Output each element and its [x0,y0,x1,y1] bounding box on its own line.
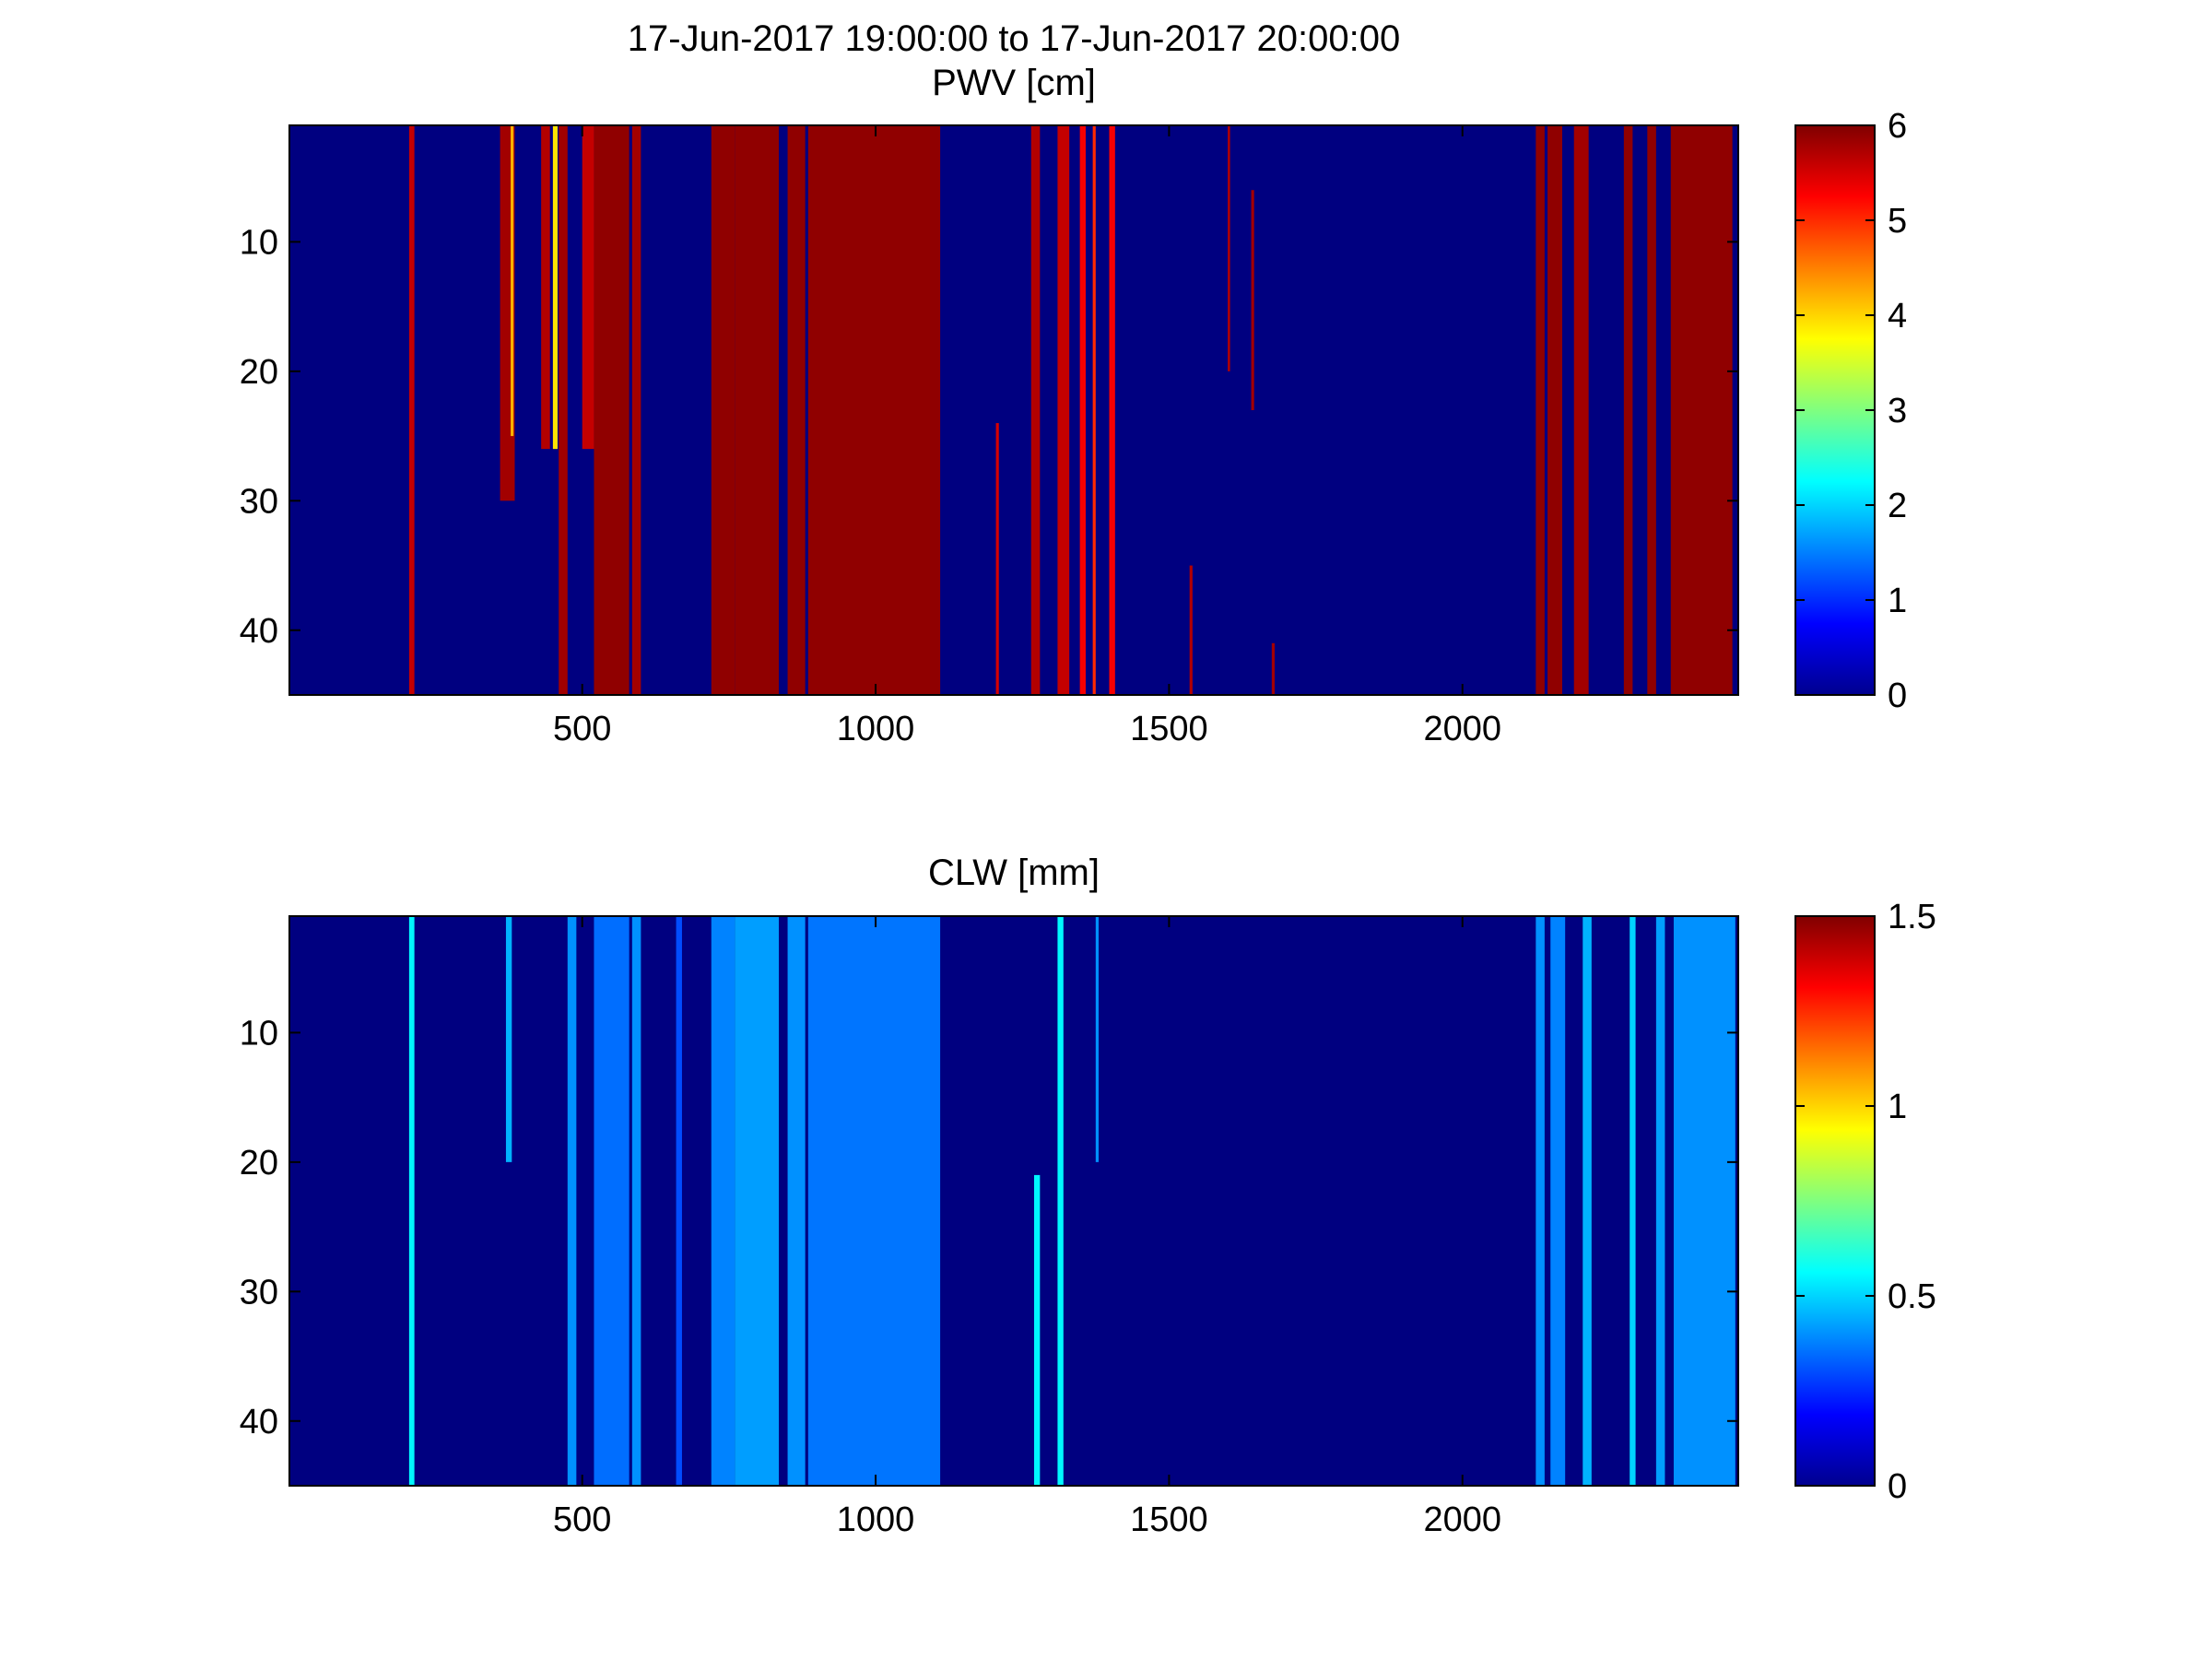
pwv-y-axis: 10 20 30 40 [240,223,1738,651]
heatmap-band [1647,125,1656,695]
clw-x-axis: 500 1000 1500 2000 [553,916,1501,1539]
heatmap-band [1547,125,1562,695]
heatmap-band [1228,125,1230,371]
y-tick-label: 30 [240,482,278,521]
heatmap-band [1079,125,1086,695]
heatmap-band [1189,565,1193,695]
heatmap-band [711,125,735,695]
heatmap-band [1271,642,1276,695]
heatmap-band [631,916,641,1486]
clw-colorbar: 0 0.5 1 1.5 [1794,898,1936,1506]
heatmap-band [1573,125,1589,695]
heatmap-band [1673,916,1735,1486]
pwv-x-axis: 500 1000 1500 2000 [553,125,1501,748]
colorbar-tick-label: 0 [1888,1467,1907,1506]
heatmap-band [735,916,780,1486]
y-tick-label: 20 [240,353,278,392]
colorbar-tick-label: 0.5 [1888,1277,1936,1316]
x-tick-label: 1000 [837,1500,915,1539]
heatmap-band [552,125,558,450]
colorbar-tick-label: 2 [1888,487,1907,525]
heatmap-band [787,125,806,695]
heatmap-background [289,125,1738,695]
heatmap-band [995,423,999,695]
heatmap-band [505,916,512,1162]
heatmap-band [567,916,577,1486]
heatmap-band [511,125,514,437]
heatmap-band [582,125,594,450]
colorbar-tick-label: 1.5 [1888,898,1936,936]
heatmap-band [787,916,806,1486]
colorbar-tick-label: 1 [1888,1088,1907,1126]
heatmap-band [541,125,550,450]
heatmap-band [1030,125,1041,695]
heatmap-band [1109,125,1115,695]
y-tick-label: 30 [240,1273,278,1312]
x-tick-label: 500 [553,710,611,748]
colorbar-tick-label: 1 [1888,582,1907,620]
heatmap-band [807,125,941,695]
heatmap-band [1251,190,1254,410]
pwv-colorbar: 0 1 2 3 4 5 6 [1794,107,1907,715]
colorbar-tick-label: 4 [1888,297,1907,335]
y-tick-label: 40 [240,1403,278,1441]
heatmap-band [1670,125,1733,695]
y-tick-label: 10 [240,223,278,262]
x-tick-label: 2000 [1423,710,1501,748]
clw-heatmap [288,915,1739,1487]
heatmap-band [1550,916,1566,1486]
heatmap-band [559,125,568,695]
heatmap-band [735,125,780,695]
x-tick-label: 1000 [837,710,915,748]
heatmap-band [1623,125,1633,695]
heatmap-band [1057,916,1064,1486]
colorbar-tick-label: 6 [1888,107,1907,146]
pwv-heatmap [288,124,1739,696]
heatmap-band [1095,916,1100,1162]
heatmap-band [711,916,735,1486]
y-tick-label: 10 [240,1014,278,1053]
heatmap-band [1057,125,1070,695]
colorbar-gradient [1794,124,1876,696]
figure-title: 17-Jun-2017 19:00:00 to 17-Jun-2017 20:0… [628,18,1400,59]
pwv-title: PWV [cm] [932,63,1096,103]
heatmap-band [1535,125,1545,695]
colorbar-tick-label: 0 [1888,677,1907,715]
y-tick-label: 20 [240,1144,278,1182]
clw-title: CLW [mm] [928,853,1100,893]
heatmap-band [631,125,641,695]
x-tick-label: 1500 [1130,710,1208,748]
heatmap-band [1092,125,1096,695]
heatmap-band [408,916,415,1486]
x-tick-label: 2000 [1423,1500,1501,1539]
x-tick-label: 1500 [1130,1500,1208,1539]
heatmap-band [1033,1174,1041,1486]
clw-y-axis: 10 20 30 40 [240,1014,1738,1441]
heatmap-band [594,916,629,1486]
pwv-panel: PWV [cm] 500 1000 1500 2000 10 20 30 40 0 1 2 3 4 5… [240,63,1907,748]
plot-frame [288,124,1739,696]
plot-frame [288,915,1739,1487]
heatmap-band [807,916,941,1486]
heatmap-band [676,916,682,1486]
heatmap-band [1655,916,1665,1486]
colorbar-tick-label: 5 [1888,202,1907,241]
heatmap-band [1630,916,1636,1486]
heatmap-band [408,125,415,695]
y-tick-label: 40 [240,612,278,651]
x-tick-label: 500 [553,1500,611,1539]
heatmap-band [594,125,629,695]
heatmap-band [1583,916,1592,1486]
heatmap-background [289,916,1738,1486]
colorbar-gradient [1794,915,1876,1487]
heatmap-band [1535,916,1545,1486]
colorbar-tick-label: 3 [1888,392,1907,430]
clw-panel: CLW [mm] 500 1000 1500 2000 10 20 30 40 0 0.5 1 1… [240,853,1936,1539]
